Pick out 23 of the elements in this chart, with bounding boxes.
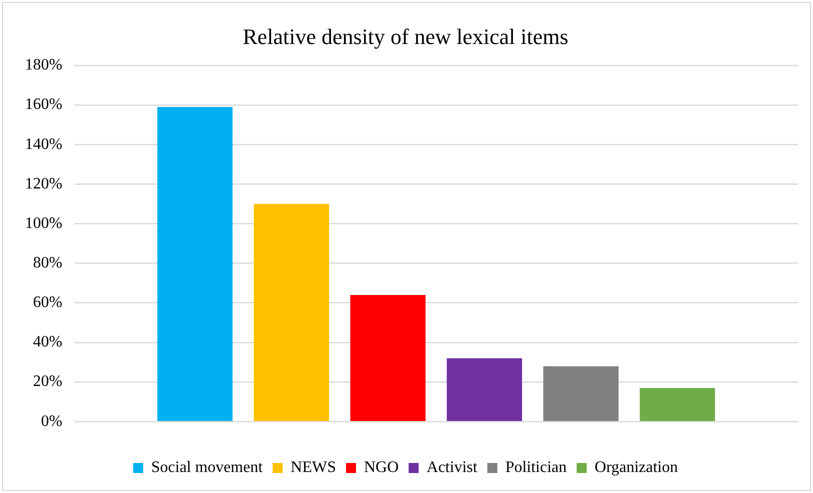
legend-label: Social movement: [151, 459, 264, 476]
legend-label: NEWS: [290, 459, 336, 476]
legend-label: Organization: [594, 459, 678, 476]
y-tick-label: 140%: [25, 136, 62, 153]
y-tick-label: 160%: [25, 96, 62, 114]
chart-title: Relative density of new lexical items: [242, 24, 568, 49]
y-tick-label: 180%: [25, 56, 62, 74]
legend-label: Activist: [426, 459, 478, 476]
bar: [254, 204, 330, 421]
bar: [157, 106, 233, 421]
bar: [640, 388, 716, 421]
bar: [350, 294, 426, 421]
y-tick-label: 20%: [33, 373, 62, 390]
y-tick-label: 40%: [33, 334, 62, 351]
legend-label: NGO: [364, 459, 399, 476]
bar: [543, 366, 619, 421]
y-tick-label: 100%: [25, 214, 62, 232]
legend-label: Politician: [505, 459, 567, 476]
bar: [446, 358, 522, 421]
y-tick-label: 80%: [33, 254, 62, 272]
y-tick-label: 0%: [41, 412, 62, 430]
y-tick-label: 60%: [33, 294, 62, 312]
y-tick-label: 120%: [25, 175, 62, 192]
